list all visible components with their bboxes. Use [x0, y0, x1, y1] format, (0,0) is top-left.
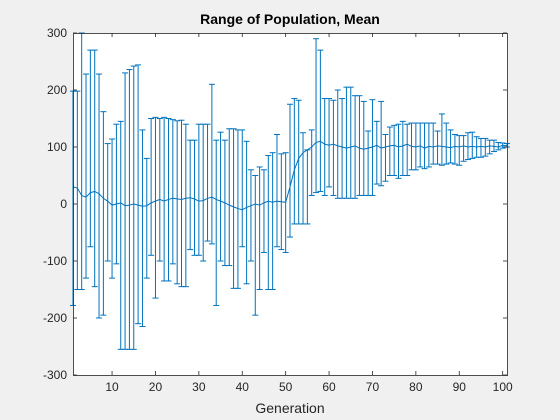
x-tick-label: 20 [149, 380, 163, 394]
axes-box [73, 33, 508, 376]
error-bars [70, 32, 510, 350]
x-tick-label: 70 [366, 380, 380, 394]
chart-title: Range of Population, Mean [200, 11, 380, 27]
y-tick-label: 0 [60, 197, 67, 211]
y-tick-label: 100 [47, 140, 67, 154]
y-tick-label: 300 [47, 26, 67, 40]
x-tick-label: 90 [453, 380, 467, 394]
x-tick-label: 100 [493, 380, 513, 394]
x-tick-label: 30 [192, 380, 206, 394]
x-axis-ticks: 10 20 30 40 50 60 70 80 90 100 [105, 33, 513, 394]
x-tick-label: 40 [236, 380, 250, 394]
mean-line [72, 140, 508, 211]
y-tick-label: 200 [47, 83, 67, 97]
y-tick-label: -300 [43, 368, 67, 382]
y-tick-label: -200 [43, 311, 67, 325]
x-tick-label: 50 [279, 380, 293, 394]
x-tick-label: 10 [105, 380, 119, 394]
y-tick-label: -100 [43, 254, 67, 268]
x-tick-label: 60 [322, 380, 336, 394]
y-axis-ticks: -300 -200 -100 0 100 200 300 [43, 26, 507, 382]
x-axis-label: Generation [255, 400, 324, 416]
x-tick-label: 80 [409, 380, 423, 394]
